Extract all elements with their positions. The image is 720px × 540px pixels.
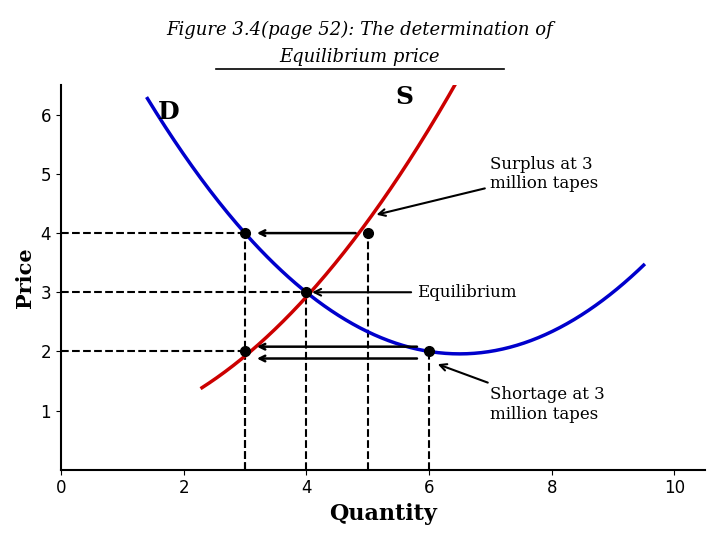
X-axis label: Quantity: Quantity	[329, 503, 437, 525]
Text: S: S	[395, 85, 413, 109]
Text: Equilibrium price: Equilibrium price	[280, 48, 440, 66]
Text: Shortage at 3
million tapes: Shortage at 3 million tapes	[440, 364, 605, 423]
Y-axis label: Price: Price	[15, 247, 35, 308]
Text: D: D	[158, 100, 179, 124]
Text: Figure 3.4(page 52): The determination of: Figure 3.4(page 52): The determination o…	[166, 21, 554, 39]
Text: Equilibrium: Equilibrium	[315, 284, 516, 301]
Text: Surplus at 3
million tapes: Surplus at 3 million tapes	[379, 156, 598, 216]
